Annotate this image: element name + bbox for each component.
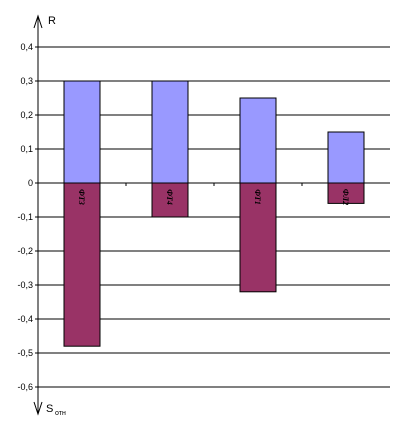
y-axis-top-label: R (48, 15, 56, 27)
bar-positive (327, 131, 365, 184)
y-tick-label: 0,2 (20, 110, 33, 120)
y-tick-label: 0,3 (20, 76, 33, 86)
category-label: ФТ1 (253, 189, 262, 205)
y-tick-label: -0,2 (17, 246, 33, 256)
bar-negative (239, 182, 277, 293)
category-label: ФЛ2 (341, 189, 350, 205)
bar-labels: ФТЗ ФТ4 ФТ1 ФЛ2 (77, 189, 350, 205)
bars (63, 80, 365, 347)
y-tick-label: -0,4 (17, 314, 33, 324)
category-label: ФТ4 (165, 189, 174, 205)
y-tick-label: 0,1 (20, 144, 33, 154)
y-tick-label: 0,4 (20, 42, 33, 52)
y-tick-label: -0,5 (17, 348, 33, 358)
y-axis: 0,4 0,3 0,2 0,1 0 -0,1 -0,2 -0,3 -0,4 -0,5 -0,6 (17, 14, 43, 416)
category-label: ФТЗ (77, 189, 86, 205)
bar-positive (239, 97, 277, 184)
y-tick-label: -0,6 (17, 382, 33, 392)
y-tick-label: 0 (28, 178, 33, 188)
y-axis-arrow-down (33, 401, 43, 416)
y-axis-arrow-up (33, 14, 43, 29)
bar-negative (63, 182, 101, 347)
y-tick-label: -0,1 (17, 212, 33, 222)
y-tick-label: -0,3 (17, 280, 33, 290)
bar-positive (63, 80, 101, 184)
x-axis (38, 182, 390, 186)
y-axis-bottom-label: S (46, 403, 53, 415)
y-axis-bottom-sublabel: отн (55, 410, 66, 417)
bar-positive (151, 80, 189, 184)
